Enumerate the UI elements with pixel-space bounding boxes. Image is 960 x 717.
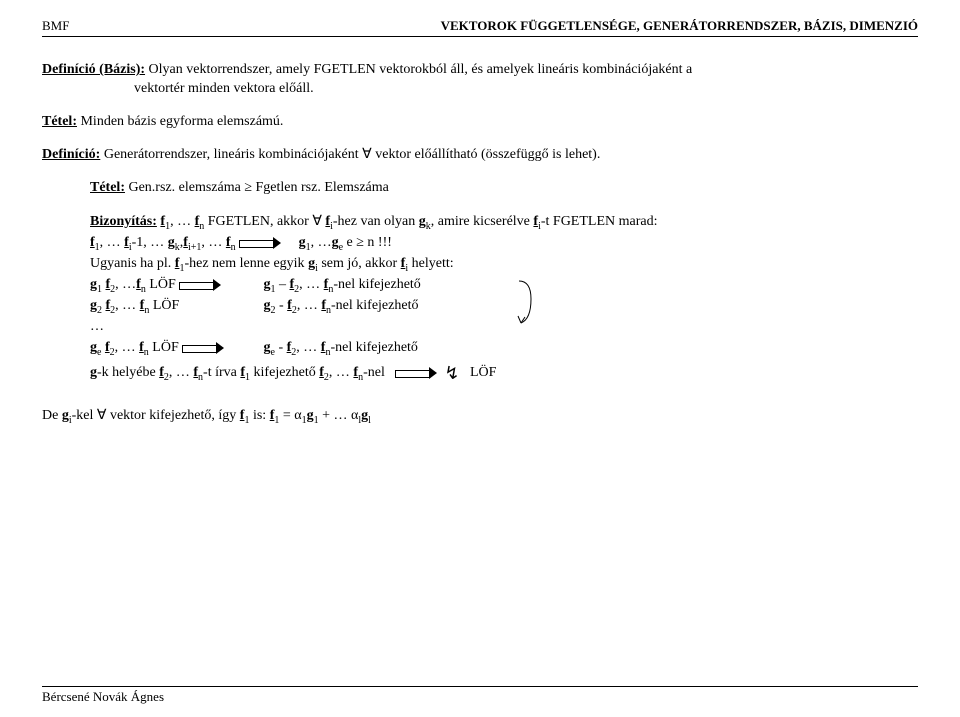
proof-row-ge: ge f2, … fn LÖF ge - f2, … fn-nel kifeje… bbox=[90, 337, 918, 358]
theorem2-text: Gen.rsz. elemszáma ≥ Fgetlen rsz. Elemsz… bbox=[125, 180, 389, 195]
def-basis-line2: vektortér minden vektora előáll. bbox=[42, 81, 314, 96]
proof-last-line: g-k helyébe f2, … fn-t írva f1 kifejezhe… bbox=[90, 362, 918, 383]
theorem1-text: Minden bázis egyforma elemszámú. bbox=[77, 114, 283, 129]
arrow-icon bbox=[239, 238, 281, 248]
proof-block: Bizonyítás: f1, … fn FGETLEN, akkor ∀ fi… bbox=[42, 211, 918, 383]
arrow-icon bbox=[182, 343, 224, 353]
footer-author: Bércsené Novák Ágnes bbox=[42, 689, 164, 704]
lightning-icon: ↯ bbox=[444, 364, 459, 382]
def-basis-label: Definíció (Bázis): bbox=[42, 62, 145, 77]
def2-text: Generátorrendszer, lineáris kombinációja… bbox=[100, 147, 600, 162]
def2-label: Definíció: bbox=[42, 147, 100, 162]
header-left: BMF bbox=[42, 18, 69, 34]
theorem-2: Tétel: Gen.rsz. elemszáma ≥ Fgetlen rsz.… bbox=[42, 179, 918, 198]
proof-row-g2: g2 f2, … fn LÖF g2 - f2, … fn-nel kifeje… bbox=[90, 295, 918, 316]
theorem-1: Tétel: Minden bázis egyforma elemszámú. bbox=[42, 113, 918, 132]
header-right: VEKTOROK FÜGGETLENSÉGE, GENERÁTORRENDSZE… bbox=[441, 18, 918, 34]
arrow-icon bbox=[395, 368, 437, 378]
definition-basis: Definíció (Bázis): Olyan vektorrendszer,… bbox=[42, 61, 918, 99]
definition-2: Definíció: Generátorrendszer, lineáris k… bbox=[42, 146, 918, 165]
proof-dots: … bbox=[90, 316, 918, 337]
proof-line-2: f1, … fi-1, … gk,fi+1, … fn g1, …ge e ≥ … bbox=[90, 232, 918, 253]
arrow-icon bbox=[179, 280, 221, 290]
theorem1-label: Tétel: bbox=[42, 114, 77, 129]
curved-arrow-icon bbox=[517, 279, 535, 331]
proof-line-3: Ugyanis ha pl. f1-hez nem lenne egyik gi… bbox=[90, 253, 918, 274]
final-line: De gi-kel ∀ vektor kifejezhető, így f1 i… bbox=[42, 407, 918, 426]
theorem2-label: Tétel: bbox=[90, 180, 125, 195]
proof-line-1: Bizonyítás: f1, … fn FGETLEN, akkor ∀ fi… bbox=[90, 211, 918, 232]
def-basis-text: Olyan vektorrendszer, amely FGETLEN vekt… bbox=[145, 62, 692, 77]
page-header: BMF VEKTOROK FÜGGETLENSÉGE, GENERÁTORREN… bbox=[42, 18, 918, 37]
page-footer: Bércsené Novák Ágnes bbox=[42, 686, 918, 705]
proof-row-g1: g1 f2, …fn LÖF g1 – f2, … fn-nel kifejez… bbox=[90, 274, 918, 295]
proof-label: Bizonyítás: bbox=[90, 214, 157, 229]
